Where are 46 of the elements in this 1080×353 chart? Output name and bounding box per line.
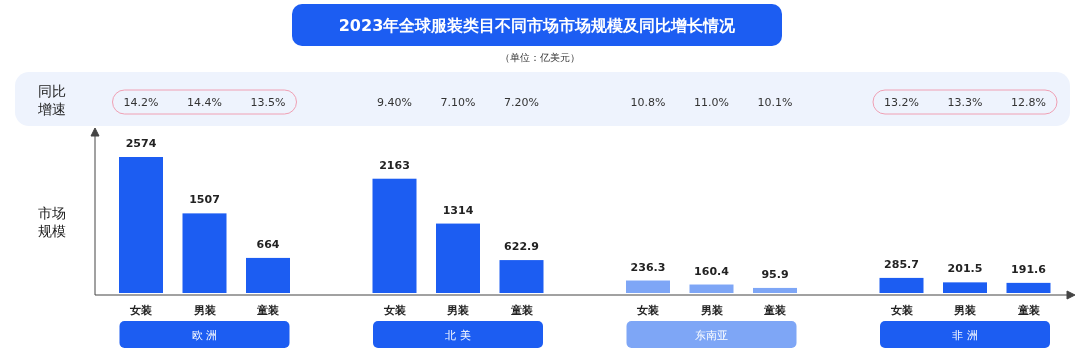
data-label: 622.9 [504, 240, 539, 254]
text: 12.8% [1011, 96, 1046, 109]
text: 东南亚 [695, 329, 728, 342]
data-label: 2163 [379, 158, 410, 172]
text: 10.8% [630, 96, 666, 109]
text: 增速 [37, 101, 66, 117]
data-label: 285.7 [884, 257, 919, 271]
data-label: 664 [256, 237, 280, 251]
text: 10.1% [757, 96, 793, 109]
x-tick-label: 男装 [953, 304, 976, 317]
x-tick-label: 童装 [1016, 304, 1040, 317]
text: 14.2% [123, 96, 159, 109]
text: 7.10% [440, 96, 476, 109]
text: 14.4% [187, 96, 222, 109]
x-tick-label: 童装 [763, 304, 786, 317]
x-tick-label: 童装 [256, 304, 279, 317]
data-label: 1507 [189, 193, 220, 207]
data-label: 1314 [442, 203, 474, 217]
text: 13.2% [884, 96, 919, 109]
data-label: 191.6 [1011, 262, 1047, 276]
text: 欧 洲 [191, 329, 218, 342]
text: 11.0% [694, 96, 729, 109]
text: 同比 [38, 83, 66, 99]
text: 北 美 [445, 329, 471, 342]
x-tick-label: 女装 [636, 304, 659, 317]
x-tick-label: 女装 [129, 304, 152, 317]
x-tick-label: 男装 [446, 304, 469, 317]
text: 非 洲 [952, 329, 978, 342]
data-label: 236.3 [630, 260, 666, 274]
text: 规模 [38, 223, 66, 239]
chart-subtitle: （单位：亿美元） [500, 52, 580, 63]
text: 13.3% [947, 96, 983, 109]
x-tick-label: 男装 [699, 304, 723, 317]
data-label: 95.9 [761, 267, 789, 281]
x-tick-label: 女装 [889, 304, 913, 317]
data-label: 201.5 [947, 262, 983, 276]
x-tick-label: 男装 [192, 304, 216, 317]
x-tick-label: 童装 [509, 304, 533, 317]
data-label: 160.4 [694, 264, 730, 278]
text: 市场 [38, 205, 66, 221]
text: 9.40% [377, 96, 412, 109]
x-tick-label: 女装 [382, 304, 406, 317]
data-label: 2574 [125, 137, 157, 150]
text: 7.20% [504, 96, 539, 109]
text: 13.5% [250, 96, 286, 109]
chart-title: 2023年全球服装类目不同市场市场规模及同比增长情况 [338, 16, 737, 35]
